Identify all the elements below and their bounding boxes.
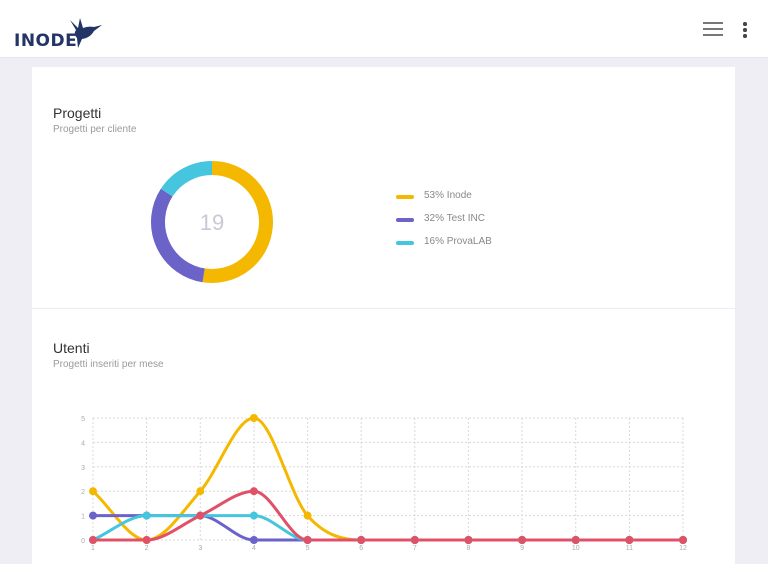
x-tick-label: 1 <box>91 545 95 552</box>
y-tick-label: 1 <box>81 514 85 521</box>
legend-label: 32% Test INC <box>424 213 485 224</box>
x-tick-label: 11 <box>626 545 633 552</box>
data-point[interactable] <box>625 536 634 544</box>
projects-subtitle: Progetti per cliente <box>53 124 137 135</box>
data-point[interactable] <box>249 487 258 496</box>
hamburger-line <box>703 22 723 24</box>
x-tick-label: 4 <box>252 545 256 552</box>
top-bar: INODE <box>0 0 768 58</box>
hummingbird-icon <box>70 18 102 48</box>
data-point[interactable] <box>303 511 312 520</box>
data-point[interactable] <box>249 414 258 422</box>
donut-slice[interactable] <box>151 188 206 283</box>
y-tick-label: 4 <box>81 440 85 447</box>
x-tick-label: 9 <box>520 545 524 552</box>
donut-slice[interactable] <box>160 161 213 197</box>
data-point[interactable] <box>142 511 151 520</box>
logo-text: INODE <box>14 31 78 51</box>
inode-logo[interactable]: INODE <box>14 14 109 51</box>
data-point[interactable] <box>357 536 366 544</box>
x-tick-label: 2 <box>145 545 149 552</box>
x-tick-label: 5 <box>306 545 310 552</box>
projects-donut-chart: 19 <box>151 161 273 283</box>
data-point[interactable] <box>196 487 205 496</box>
data-point[interactable] <box>89 487 97 496</box>
x-tick-label: 7 <box>413 545 417 552</box>
legend-swatch <box>396 195 414 199</box>
x-tick-label: 3 <box>198 545 202 552</box>
x-tick-label: 8 <box>467 545 471 552</box>
data-point[interactable] <box>464 536 473 544</box>
more-dot <box>743 34 747 38</box>
data-point[interactable] <box>518 536 527 544</box>
series-line <box>91 416 683 542</box>
projects-title: Progetti <box>53 105 102 121</box>
section-divider <box>32 308 735 309</box>
y-tick-label: 0 <box>81 538 85 545</box>
data-point[interactable] <box>679 536 687 544</box>
more-dot <box>743 28 747 32</box>
data-point[interactable] <box>89 536 97 544</box>
data-point[interactable] <box>303 536 312 544</box>
donut-slice[interactable] <box>202 161 273 283</box>
donut-center-value: 19 <box>200 210 224 235</box>
dashboard-card: Progetti Progetti per cliente Utenti Pro… <box>32 67 735 564</box>
legend-label: 53% Inode <box>424 190 472 201</box>
y-tick-label: 5 <box>81 416 85 423</box>
y-tick-label: 3 <box>81 465 85 472</box>
data-point[interactable] <box>196 511 205 520</box>
hamburger-line <box>703 34 723 36</box>
data-point[interactable] <box>89 511 97 520</box>
hamburger-menu-button[interactable] <box>703 21 725 37</box>
more-dot <box>743 22 747 26</box>
y-tick-label: 2 <box>81 489 85 496</box>
hamburger-line <box>703 28 723 30</box>
users-subtitle: Progetti inseriti per mese <box>53 359 164 370</box>
legend-swatch <box>396 241 414 245</box>
data-point[interactable] <box>142 536 151 544</box>
x-tick-label: 10 <box>572 545 580 552</box>
legend-label: 16% ProvaLAB <box>424 236 492 247</box>
users-title: Utenti <box>53 340 90 356</box>
x-tick-label: 6 <box>359 545 363 552</box>
data-point[interactable] <box>410 536 419 544</box>
data-point[interactable] <box>249 536 258 544</box>
more-vertical-button[interactable] <box>741 22 749 38</box>
data-point[interactable] <box>571 536 580 544</box>
x-tick-label: 12 <box>679 545 687 552</box>
legend-swatch <box>396 218 414 222</box>
data-point[interactable] <box>249 511 258 520</box>
